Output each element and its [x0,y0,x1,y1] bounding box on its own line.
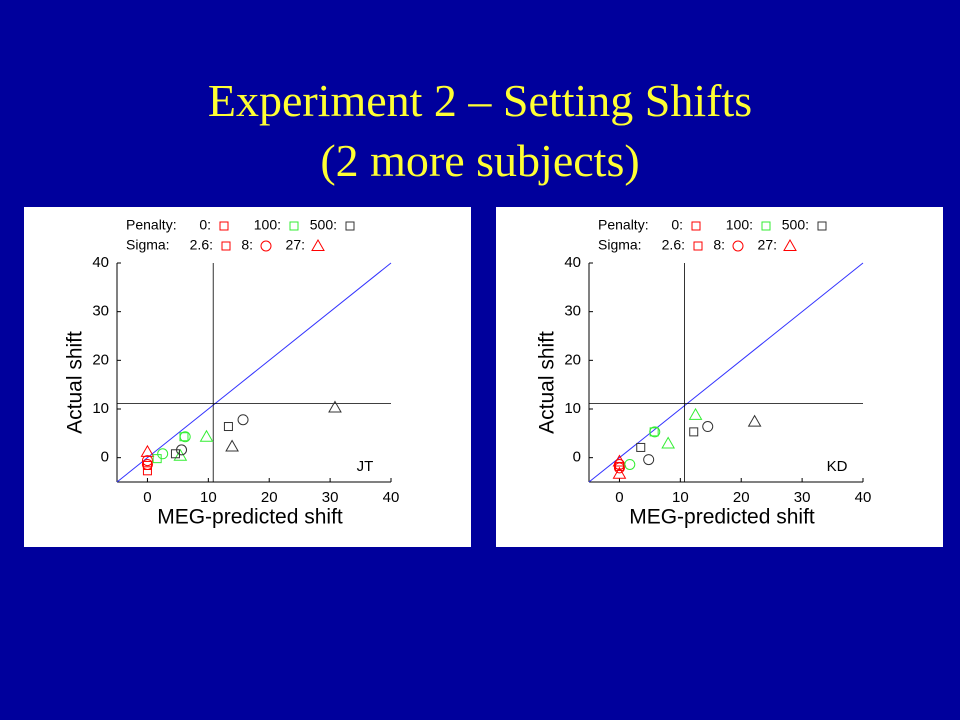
legend-marker [345,221,355,231]
marker-triangle [140,444,155,457]
marker-circle [179,431,191,443]
marker-circle [613,462,625,474]
slide-title: Experiment 2 – Setting Shifts [207,75,753,126]
chart: 0 10 20 30 40 0 10 20 30 40 MEG-predicted shift Act… [64,217,400,529]
y-axis-label: Actual shift [64,331,87,434]
chart: 0 10 20 30 40 0 10 20 30 40 MEG-predicted shift Act… [536,217,872,529]
marker-circle [176,444,188,456]
x-tick-label: 20 [733,489,750,506]
legend-label: 2.6: [662,237,685,253]
legend-label: 100: [726,217,753,233]
marker-circle [643,454,655,466]
marker-triangle [688,407,703,420]
legend-label: 8: [713,237,725,253]
legend-group-label: Sigma: [598,237,642,253]
identity-line [588,262,864,483]
marker-square [636,442,646,452]
legend-label: 2.6: [190,237,213,253]
x-tick-label: 30 [794,489,811,506]
marker-circle [141,455,153,467]
marker-circle [157,448,169,460]
marker-triangle [225,439,239,452]
y-tick-label: 30 [564,303,581,320]
x-tick-label: 40 [855,489,872,506]
legend-group-label: Penalty: [598,217,649,233]
marker-triangle [612,466,627,479]
y-tick-label: 40 [92,254,109,271]
x-tick-label: 0 [615,489,623,506]
marker-circle [624,458,636,470]
chart-panel: 0 10 20 30 40 0 10 20 30 40 MEG-predicted shift Act… [496,207,943,547]
legend-label: 0: [671,217,683,233]
x-tick-label: 40 [383,489,400,506]
marker-triangle [612,454,627,467]
legend-marker [311,238,325,251]
marker-square [170,449,180,459]
legend-marker [761,221,771,231]
legend-group-label: Sigma: [126,237,170,253]
y-tick-label: 10 [92,400,109,417]
legend-marker [817,221,827,231]
y-tick-label: 0 [573,449,581,466]
y-tick-label: 30 [92,303,109,320]
legend-label: 27: [286,237,305,253]
marker-circle [702,421,714,433]
marker-circle [237,414,249,426]
slide-subtitle: (2 more subjects) [320,135,640,186]
y-tick-label: 20 [92,351,109,368]
marker-circle [649,426,661,438]
x-tick-label: 10 [200,489,217,506]
annotation: JT [357,458,374,475]
marker-square [689,427,699,437]
legend-marker [221,241,231,251]
legend-label: 500: [310,217,337,233]
x-tick-label: 0 [143,489,151,506]
legend-label: 500: [782,217,809,233]
x-axis-label: MEG-predicted shift [157,506,343,529]
x-tick-label: 30 [322,489,339,506]
legend-label: 27: [758,237,777,253]
marker-triangle [747,414,762,427]
legend-label: 0: [199,217,211,233]
y-tick-label: 10 [564,400,581,417]
marker-circle [141,458,153,470]
legend-label: 8: [241,237,253,253]
legend-marker [260,240,272,252]
x-axis-label: MEG-predicted shift [629,506,815,529]
legend-group-label: Penalty: [126,217,177,233]
legend-marker [693,241,703,251]
marker-square [223,422,233,432]
marker-square [142,466,152,476]
marker-triangle [328,400,342,413]
legend-marker [219,221,229,231]
x-tick-label: 10 [672,489,689,506]
annotation: KD [827,458,848,475]
y-axis-label: Actual shift [536,331,559,434]
x-tick-label: 20 [261,489,278,506]
legend-marker [732,240,744,252]
y-tick-label: 0 [101,449,109,466]
legend-marker [783,238,797,251]
y-tick-label: 40 [564,254,581,271]
legend-marker [289,221,299,231]
legend-marker [691,221,701,231]
chart-panel: 0 10 20 30 40 0 10 20 30 40 MEG-predicted shift Act… [24,207,471,547]
identity-line [116,262,392,483]
marker-triangle [199,429,214,442]
marker-square [152,454,162,464]
legend-label: 100: [254,217,281,233]
y-tick-label: 20 [564,351,581,368]
marker-triangle [661,436,676,449]
